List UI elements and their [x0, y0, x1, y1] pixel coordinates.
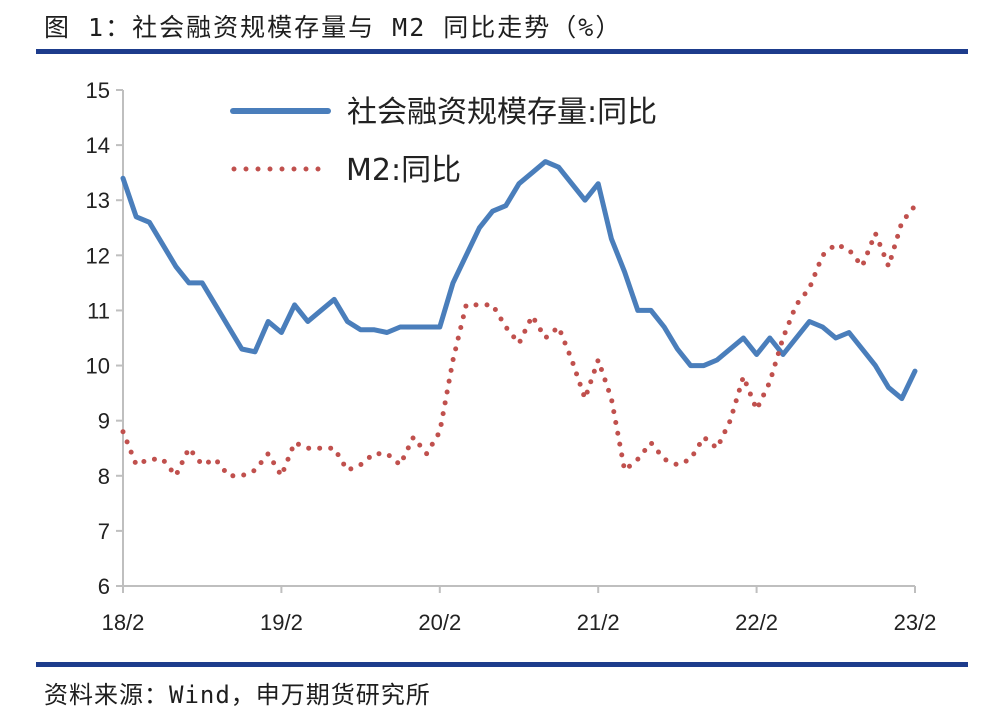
- x-tick-label: 19/2: [260, 610, 303, 635]
- top-rule: [36, 49, 968, 54]
- x-tick-label: 23/2: [894, 610, 937, 635]
- legend-label-m2: M2:同比: [346, 153, 461, 188]
- series-layer: [120, 159, 918, 479]
- y-tick-label: 6: [98, 574, 110, 599]
- y-tick-label: 15: [86, 78, 110, 103]
- y-tick-label: 11: [87, 298, 110, 323]
- y-tick-label: 12: [86, 243, 110, 268]
- y-axis: 6 7 8 9 10 11 12 13 14 15: [86, 78, 124, 599]
- y-tick-label: 9: [98, 409, 110, 434]
- y-tick-label: 7: [98, 519, 110, 544]
- x-axis: 18/2 19/2 20/2 21/2 22/2 23/2: [102, 585, 937, 635]
- series-line-social-financing: [120, 159, 918, 402]
- bottom-rule: [36, 662, 968, 667]
- x-tick-label: 21/2: [577, 610, 620, 635]
- series-line-m2: [120, 203, 918, 479]
- legend: 社会融资规模存量:同比 M2:同比: [230, 95, 657, 188]
- x-tick-label: 18/2: [102, 610, 145, 635]
- y-tick-label: 8: [98, 464, 110, 489]
- y-tick-label: 14: [86, 133, 110, 158]
- x-tick-label: 22/2: [735, 610, 778, 635]
- figure-source: 资料来源：Wind，申万期货研究所: [44, 681, 431, 709]
- y-tick-label: 10: [86, 354, 110, 379]
- y-tick-label: 13: [86, 188, 110, 213]
- figure-title: 图 1：社会融资规模存量与 M2 同比走势（%）: [44, 13, 623, 42]
- legend-label-social-financing: 社会融资规模存量:同比: [347, 95, 657, 130]
- x-tick-label: 20/2: [418, 610, 461, 635]
